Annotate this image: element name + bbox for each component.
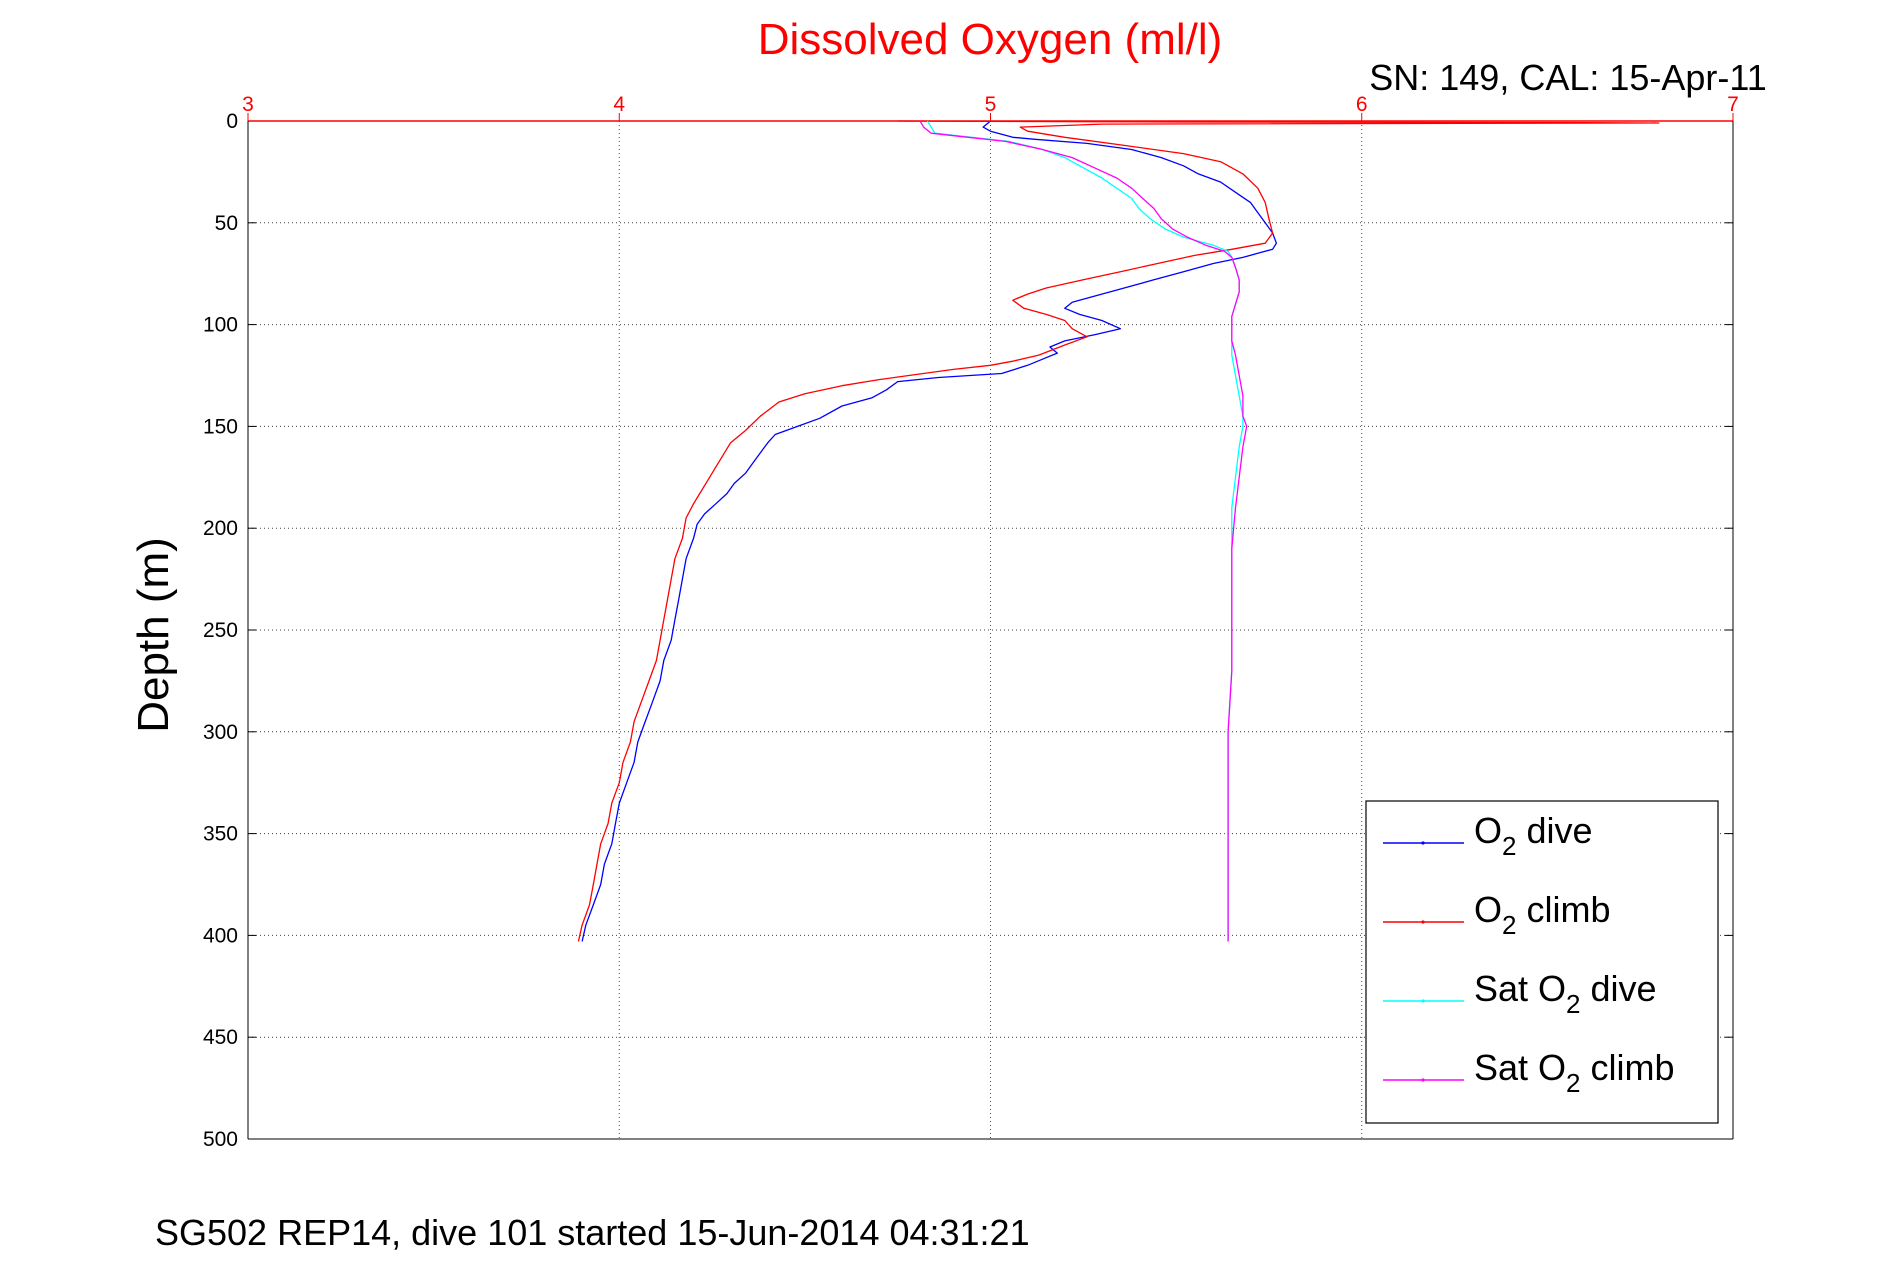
legend-label-sat-o2-dive: Sat O2 dive — [1474, 968, 1657, 1019]
legend-marker-sat-o2-dive — [1421, 999, 1425, 1003]
chart-title: Dissolved Oxygen (ml/l) — [758, 15, 1223, 64]
legend-box — [1365, 800, 1719, 1124]
series-line-o2-dive — [581, 120, 1278, 942]
axes: 3 4 5 6 7 0 50 100 150 200 250 300 350 400 450 500 — [203, 93, 1739, 1151]
legend-marker-o2-dive — [1421, 841, 1425, 845]
series-line-o2-climb — [577, 120, 1660, 942]
y-tick-label: 250 — [203, 619, 238, 642]
y-tick-label: 200 — [203, 517, 238, 540]
x-tick-label: 3 — [242, 93, 254, 116]
x-tick-label: 6 — [1356, 93, 1368, 116]
footer-caption: SG502 REP14, dive 101 started 15-Jun-201… — [155, 1212, 1030, 1253]
y-tick-label: 300 — [203, 721, 238, 744]
series-line-sat-o2-climb — [919, 120, 1248, 942]
y-axis-label: Depth (m) — [129, 537, 178, 733]
series-group — [577, 120, 1660, 942]
x-tick-label: 5 — [985, 93, 997, 116]
y-tick-label: 150 — [203, 415, 238, 438]
y-tick-label: 450 — [203, 1026, 238, 1049]
y-tick-label: 500 — [203, 1128, 238, 1151]
legend-label-o2-climb: O2 climb — [1474, 889, 1611, 940]
y-tick-label: 100 — [203, 314, 238, 337]
legend: O2 dive O2 climb Sat O2 dive Sat O2 climb — [1365, 800, 1719, 1124]
y-tick-label: 350 — [203, 823, 238, 846]
y-tick-label: 0 — [226, 110, 238, 133]
legend-marker-o2-climb — [1421, 920, 1425, 924]
legend-label-sat-o2-climb: Sat O2 climb — [1474, 1047, 1675, 1098]
x-tick-label: 7 — [1727, 93, 1739, 116]
legend-marker-sat-o2-climb — [1421, 1078, 1425, 1082]
y-tick-label: 50 — [215, 212, 238, 235]
chart-subtitle: SN: 149, CAL: 15-Apr-11 — [1369, 57, 1767, 98]
x-tick-label: 4 — [613, 93, 625, 116]
y-tick-label: 400 — [203, 924, 238, 947]
legend-label-o2-dive: O2 dive — [1474, 810, 1593, 861]
